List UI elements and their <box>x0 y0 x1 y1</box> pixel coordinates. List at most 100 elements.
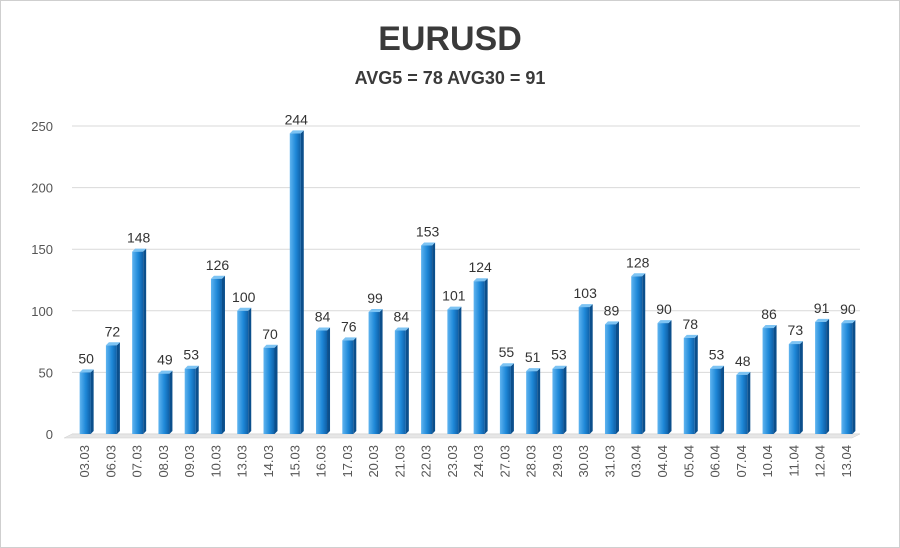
data-label: 55 <box>499 344 515 360</box>
bar-side <box>327 327 331 434</box>
bar <box>736 374 748 434</box>
bar <box>158 373 170 434</box>
bar-side <box>353 337 357 434</box>
x-tick-label: 29.03 <box>550 445 565 478</box>
x-tick-label: 12.04 <box>813 445 828 478</box>
data-label: 90 <box>656 301 672 317</box>
bar-top <box>158 370 173 374</box>
bar-side <box>195 365 199 434</box>
x-tick-label: 10.04 <box>760 445 775 478</box>
x-tick-label: 21.03 <box>392 445 407 478</box>
x-tick-label: 06.03 <box>103 445 118 478</box>
bar <box>210 278 222 434</box>
data-label: 73 <box>788 322 804 338</box>
bar-top <box>79 369 94 373</box>
bar-top <box>421 242 436 246</box>
bar-side <box>615 321 619 434</box>
bar <box>105 345 117 434</box>
bar-side <box>274 344 278 434</box>
y-tick-label: 200 <box>31 181 53 196</box>
bar <box>762 328 774 434</box>
data-label: 124 <box>468 259 492 275</box>
bar-side <box>143 248 147 434</box>
data-label: 90 <box>840 301 856 317</box>
bar-side <box>300 130 304 434</box>
x-tick-label: 22.03 <box>419 445 434 478</box>
bar-top <box>210 275 225 279</box>
x-tick-label: 07.03 <box>130 445 145 478</box>
x-tick-label: 27.03 <box>497 445 512 478</box>
bar-top <box>578 304 593 308</box>
bar <box>578 307 590 434</box>
x-tick-label: 07.04 <box>734 445 749 478</box>
y-tick-label: 0 <box>46 427 53 442</box>
bar <box>184 368 196 434</box>
bar-top <box>184 365 199 369</box>
x-tick-label: 20.03 <box>366 445 381 478</box>
data-label: 76 <box>341 318 357 334</box>
data-label: 153 <box>416 224 440 240</box>
bar-top <box>762 325 777 329</box>
bar <box>79 372 91 434</box>
bar-top <box>342 337 357 341</box>
bar <box>683 337 695 434</box>
data-label: 91 <box>814 300 830 316</box>
x-tick-label: 30.03 <box>576 445 591 478</box>
bar-side <box>432 242 436 434</box>
data-label: 51 <box>525 349 541 365</box>
bar <box>447 309 459 434</box>
bar-top <box>263 344 278 348</box>
y-tick-label: 100 <box>31 304 53 319</box>
bar-side <box>773 325 777 434</box>
bar-side <box>826 318 830 434</box>
chart-subtitle: AVG5 = 78 AVG30 = 91 <box>354 68 546 88</box>
bar-side <box>694 334 698 434</box>
bar-top <box>499 363 514 367</box>
bar-side <box>248 307 252 434</box>
x-tick-label: 03.03 <box>77 445 92 478</box>
bar <box>263 347 275 434</box>
bar-side <box>116 342 120 434</box>
data-label: 126 <box>206 257 230 273</box>
data-label: 53 <box>183 347 199 363</box>
x-tick-label: 16.03 <box>314 445 329 478</box>
data-label: 86 <box>761 306 777 322</box>
bar-top <box>710 365 725 369</box>
bar-top <box>289 130 304 134</box>
x-tick-label: 17.03 <box>340 445 355 478</box>
data-label: 100 <box>232 289 256 305</box>
bar <box>473 281 485 434</box>
x-tick-label: 13.03 <box>235 445 250 478</box>
bar-top <box>657 320 672 324</box>
bar <box>499 366 511 434</box>
bar-top <box>394 327 409 331</box>
x-tick-label: 24.03 <box>471 445 486 478</box>
x-tick-label: 31.03 <box>602 445 617 478</box>
data-label: 53 <box>709 347 725 363</box>
x-tick-label: 11.04 <box>786 445 801 477</box>
bar <box>631 276 643 434</box>
bar-side <box>799 341 803 434</box>
data-label: 101 <box>442 288 466 304</box>
data-label: 244 <box>285 111 309 127</box>
data-label: 48 <box>735 353 751 369</box>
bar-side <box>537 368 541 434</box>
bar-top <box>604 321 619 325</box>
bar <box>394 330 406 434</box>
bar-side <box>721 365 725 434</box>
bar <box>368 312 380 434</box>
x-tick-label: 13.04 <box>839 445 854 478</box>
x-tick-label: 08.03 <box>156 445 171 478</box>
bar-top <box>683 334 698 338</box>
bar-side <box>90 369 94 434</box>
bar-top <box>473 278 488 282</box>
bar <box>316 330 328 434</box>
data-label: 70 <box>262 326 278 342</box>
bar-top <box>316 327 331 331</box>
x-tick-label: 10.03 <box>208 445 223 478</box>
bar <box>289 133 301 434</box>
bar-side <box>563 365 567 434</box>
x-tick-label: 04.04 <box>655 445 670 478</box>
data-label: 78 <box>682 316 698 332</box>
